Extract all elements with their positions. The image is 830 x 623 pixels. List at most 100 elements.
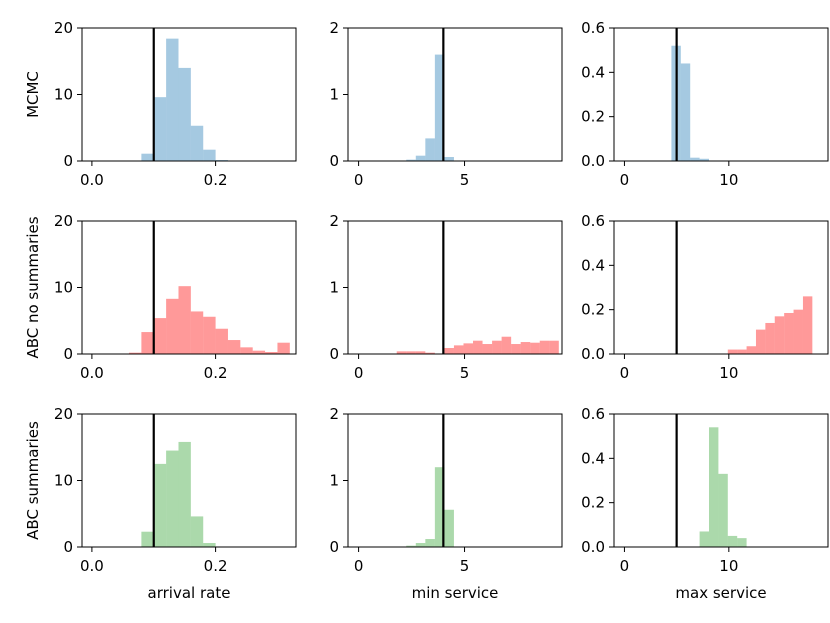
histogram-bar (153, 97, 167, 161)
histogram-bar (746, 346, 756, 354)
histogram-bar (482, 344, 493, 354)
y-tick-label: 0 (63, 538, 73, 556)
histogram-bar (153, 463, 167, 548)
y-tick-label: 0.6 (581, 19, 605, 37)
y-tick-label: 0 (329, 538, 339, 556)
x-tick-label: 0.0 (80, 557, 104, 575)
histogram-bar (406, 545, 416, 547)
row-label: MCMC (24, 71, 42, 118)
histogram-bar (737, 538, 747, 547)
histogram-bar (203, 543, 216, 547)
histogram-bar (141, 531, 154, 547)
row-label: ABC summaries (24, 421, 42, 540)
axes-frame (347, 413, 563, 548)
histogram-bar (520, 342, 531, 354)
histogram-bar (129, 352, 142, 354)
histogram-bar (718, 473, 728, 547)
histogram-bar (680, 63, 691, 161)
histogram-bar (178, 67, 191, 161)
x-tick-label: 0 (354, 364, 364, 382)
y-tick-label: 10 (54, 472, 73, 490)
x-tick-label: 10 (719, 557, 738, 575)
histogram-bar (434, 467, 445, 547)
y-tick-label: 2 (329, 212, 339, 230)
y-tick-label: 1 (329, 86, 339, 104)
y-tick-label: 0 (329, 345, 339, 363)
y-tick-label: 20 (54, 405, 73, 423)
histogram-bar (501, 336, 512, 354)
histogram-bar (511, 344, 521, 354)
histogram-bar (727, 349, 738, 354)
histogram-bar (190, 311, 204, 354)
y-tick-label: 2 (329, 19, 339, 37)
histogram-bar (215, 328, 228, 354)
histogram-bar (539, 340, 550, 354)
x-tick-label: 0 (354, 171, 364, 189)
histogram-bar (240, 347, 253, 354)
x-tick-label: 0.0 (80, 364, 104, 382)
histogram-bar (699, 158, 709, 161)
x-tick-label: 0 (620, 171, 630, 189)
histogram-bar (277, 342, 290, 354)
x-axis-title: arrival rate (148, 584, 231, 602)
y-tick-label: 0 (329, 152, 339, 170)
histogram-bar (406, 159, 416, 161)
x-tick-label: 5 (460, 171, 470, 189)
histogram-bar (425, 539, 435, 547)
histogram-bar (802, 296, 813, 354)
histogram-bar (396, 351, 407, 354)
y-tick-label: 0.6 (581, 405, 605, 423)
histogram-bar (166, 298, 179, 354)
y-tick-label: 0.4 (581, 449, 605, 467)
y-tick-label: 0.4 (581, 256, 605, 274)
histogram-bar (252, 350, 266, 354)
histogram-bar (727, 535, 738, 547)
histogram-bar (153, 318, 167, 354)
x-tick-label: 0 (620, 364, 630, 382)
histogram-bar (415, 155, 426, 161)
x-tick-label: 0.2 (204, 364, 228, 382)
y-tick-label: 0.2 (581, 301, 605, 319)
y-tick-label: 0 (63, 152, 73, 170)
histogram-bar (265, 352, 278, 354)
histogram-bar (492, 340, 502, 354)
y-tick-label: 0.6 (581, 212, 605, 230)
y-tick-label: 10 (54, 86, 73, 104)
histogram-bar (453, 345, 464, 354)
x-axis-title: min service (412, 584, 499, 602)
histogram-bar (425, 138, 435, 161)
histogram-bar (141, 332, 154, 354)
histogram-bar (190, 516, 204, 547)
axes-frame (347, 27, 563, 162)
y-tick-label: 1 (329, 279, 339, 297)
x-tick-label: 0.0 (80, 171, 104, 189)
histogram-bar (765, 322, 775, 354)
histogram-bar (444, 509, 454, 547)
x-tick-label: 0 (354, 557, 364, 575)
axes-frame (347, 220, 563, 355)
axes-frame (613, 220, 829, 355)
histogram-bar (473, 340, 483, 354)
y-tick-label: 0.0 (581, 152, 605, 170)
histogram-bar (709, 427, 719, 547)
histogram-bar (549, 340, 559, 354)
y-tick-label: 0.4 (581, 63, 605, 81)
y-tick-label: 0.0 (581, 538, 605, 556)
y-tick-label: 0.2 (581, 108, 605, 126)
histogram-bar (774, 316, 785, 354)
histogram-bar (784, 312, 794, 354)
x-tick-label: 5 (460, 364, 470, 382)
histogram-bar (463, 343, 474, 354)
y-tick-label: 20 (54, 212, 73, 230)
x-tick-label: 0 (620, 557, 630, 575)
histogram-bar (444, 157, 454, 161)
histogram-bar (530, 342, 540, 354)
histogram-bar (166, 38, 179, 161)
x-tick-label: 5 (460, 557, 470, 575)
y-tick-label: 20 (54, 19, 73, 37)
x-tick-label: 10 (719, 171, 738, 189)
x-tick-label: 0.2 (204, 171, 228, 189)
axes-frame (613, 27, 829, 162)
histogram-bar (415, 351, 426, 354)
